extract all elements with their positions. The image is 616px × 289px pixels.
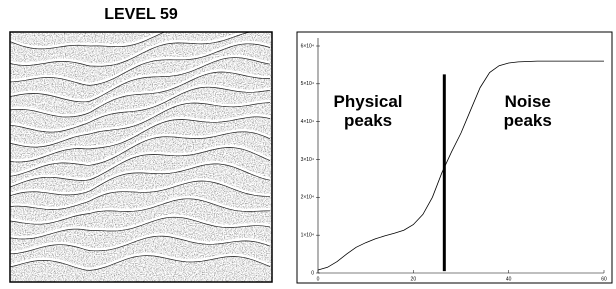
y-tick-label: 0 [311, 270, 314, 276]
x-tick-label: 20 [411, 276, 417, 282]
y-tick-label: 3×10⁴ [301, 157, 314, 163]
y-tick-label: 5×10⁴ [301, 81, 314, 87]
x-tick-label: 60 [601, 276, 607, 282]
y-tick-label: 4×10⁴ [301, 119, 314, 125]
x-tick-label: 40 [506, 276, 512, 282]
y-tick-label: 1×10⁴ [301, 232, 314, 238]
annotation: Physical [334, 92, 403, 111]
annotation: peaks [344, 111, 392, 130]
seismic-image [10, 17, 272, 282]
x-tick-label: 0 [317, 276, 320, 282]
panel-title: LEVEL 59 [104, 6, 178, 23]
y-tick-label: 6×10⁴ [301, 43, 314, 49]
annotation: Noise [505, 92, 551, 111]
figure: LEVEL 59 0 1×10⁴ 2×10⁴ 3×10⁴ 4×10⁴ 5×10⁴ 6×10⁴… [0, 0, 616, 289]
chart-frame [297, 32, 612, 283]
annotation: peaks [504, 111, 552, 130]
y-tick-label: 2×10⁴ [301, 195, 314, 201]
